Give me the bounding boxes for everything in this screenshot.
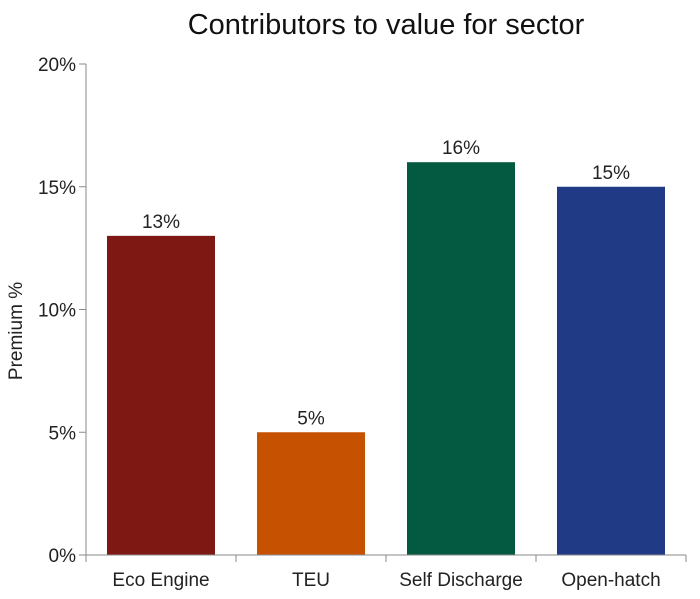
x-tick-label: TEU <box>292 570 330 591</box>
y-axis: 0% 5% 10% 15% 20% <box>38 55 87 567</box>
data-label: 15% <box>592 163 630 184</box>
x-axis: Eco Engine TEU Self Discharge Open-hatch <box>85 554 687 591</box>
data-label: 13% <box>142 212 180 233</box>
bar <box>257 432 365 555</box>
y-tick-label: 15% <box>38 178 76 199</box>
x-tick-label: Open-hatch <box>561 570 660 591</box>
data-label: 16% <box>442 138 480 159</box>
bars: 13% 5% 16% 15% <box>107 138 665 555</box>
y-tick-label: 20% <box>38 55 76 76</box>
y-tick-label: 0% <box>49 546 77 567</box>
y-tick-label: 5% <box>49 423 77 444</box>
bar <box>407 162 515 555</box>
y-tick-label: 10% <box>38 301 76 322</box>
data-label: 5% <box>297 408 325 429</box>
x-tick-label: Eco Engine <box>112 570 209 591</box>
bar <box>107 235 215 555</box>
chart-title: Contributors to value for sector <box>188 9 585 41</box>
bar <box>557 186 665 555</box>
x-tick-label: Self Discharge <box>399 570 523 591</box>
y-axis-title: Premium % <box>6 282 27 380</box>
